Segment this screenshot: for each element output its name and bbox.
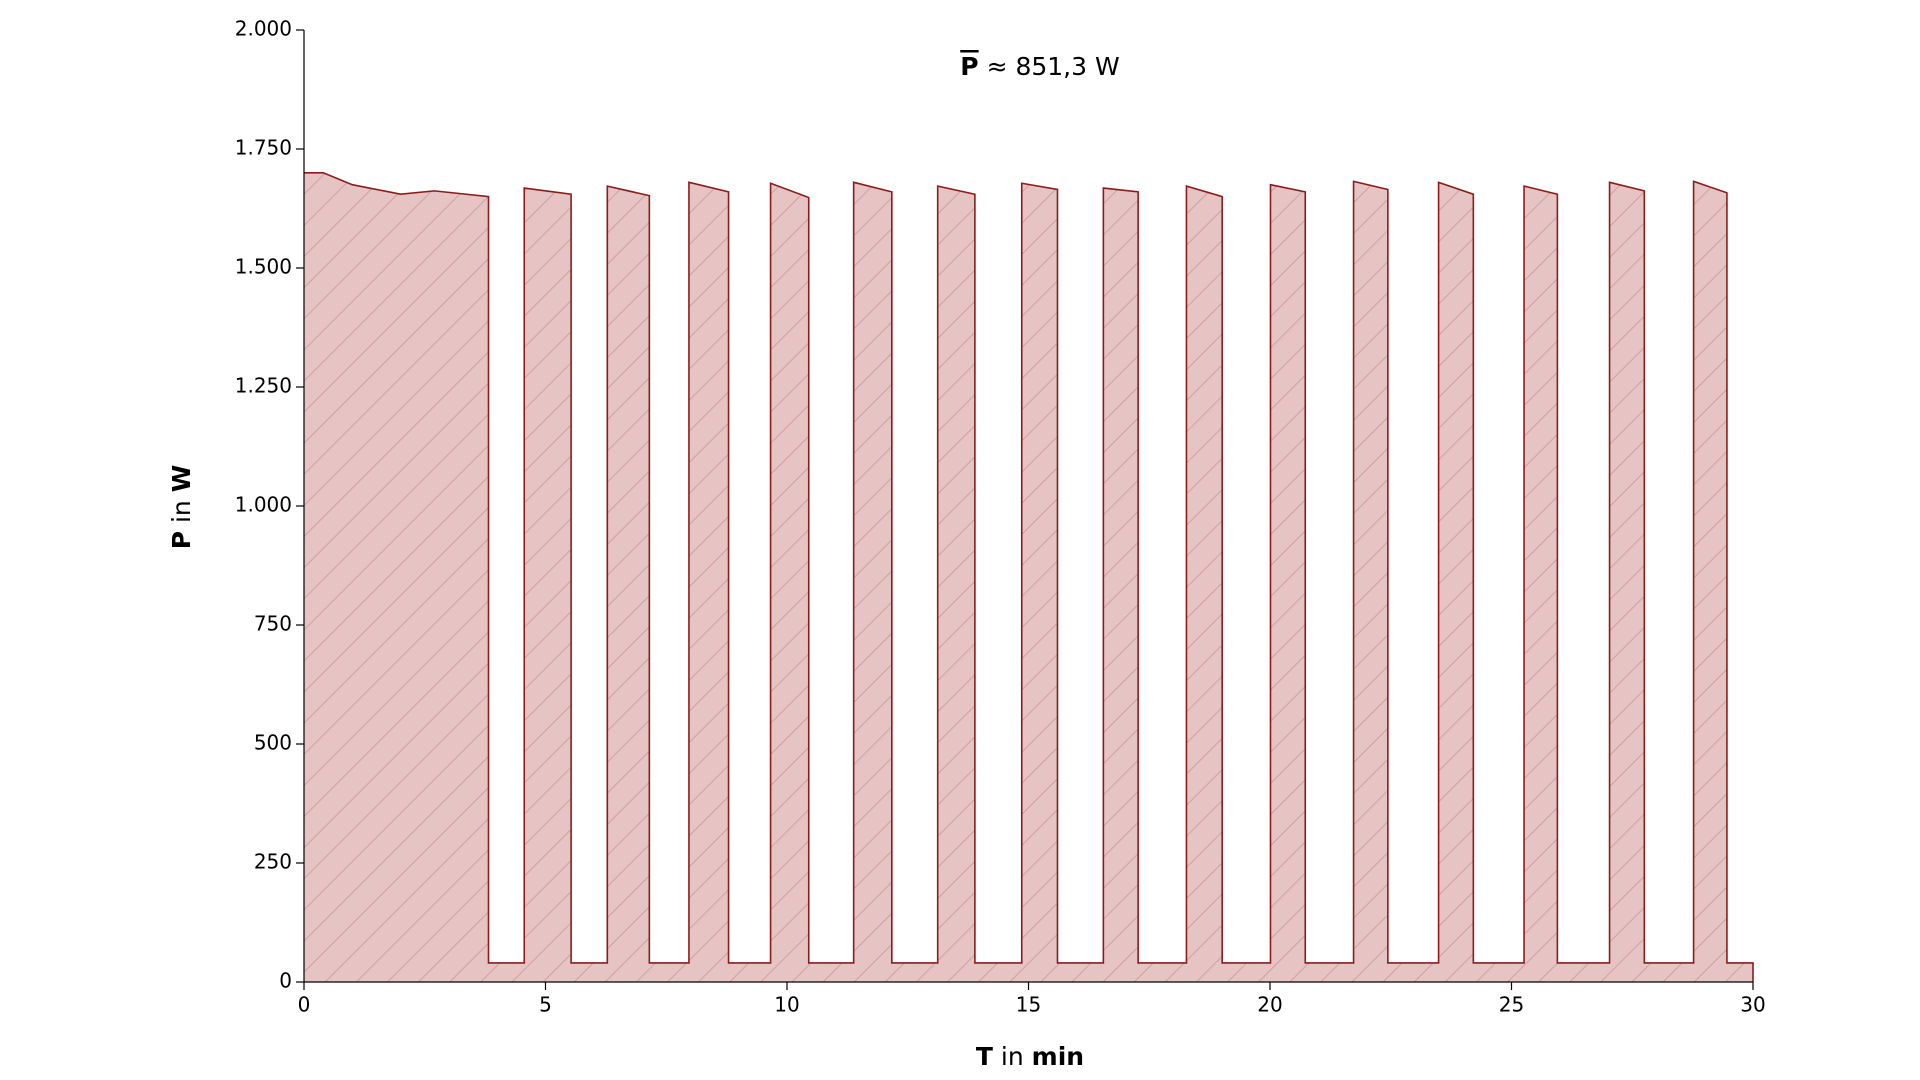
x-tick-label: 20 xyxy=(1257,993,1282,1017)
y-tick-label: 2.000 xyxy=(235,17,292,41)
annotation: P ≈ 851,3 W xyxy=(960,52,1119,81)
y-tick-label: 1.250 xyxy=(235,374,292,398)
x-axis-label: T in min xyxy=(976,1042,1084,1071)
area-fill xyxy=(304,172,1753,983)
annotation-symbol: P xyxy=(960,52,978,81)
x-label-part: in xyxy=(1001,1042,1024,1071)
x-label-part: min xyxy=(1032,1042,1084,1071)
x-tick-label: 30 xyxy=(1740,993,1765,1017)
y-label-part: in xyxy=(167,500,196,523)
y-tick-label: 500 xyxy=(254,731,292,755)
y-tick-label: 0 xyxy=(279,969,292,993)
y-label-part: W xyxy=(167,465,196,493)
y-tick-label: 1.750 xyxy=(235,136,292,160)
x-tick-label: 25 xyxy=(1499,993,1524,1017)
annotation-text: ≈ 851,3 W xyxy=(987,52,1120,81)
x-label-part: T xyxy=(976,1042,993,1071)
area-line xyxy=(304,172,1754,982)
y-axis-label: P in W xyxy=(167,465,196,550)
y-label-part: P xyxy=(167,531,196,549)
x-tick-label: 0 xyxy=(298,993,311,1017)
x-tick-label: 15 xyxy=(1016,993,1041,1017)
y-tick-label: 750 xyxy=(254,612,292,636)
y-tick-label: 1.500 xyxy=(235,255,292,279)
x-tick-label: 5 xyxy=(539,993,552,1017)
y-tick-label: 1.000 xyxy=(235,493,292,517)
y-tick-label: 250 xyxy=(254,850,292,874)
x-tick-label: 10 xyxy=(774,993,799,1017)
